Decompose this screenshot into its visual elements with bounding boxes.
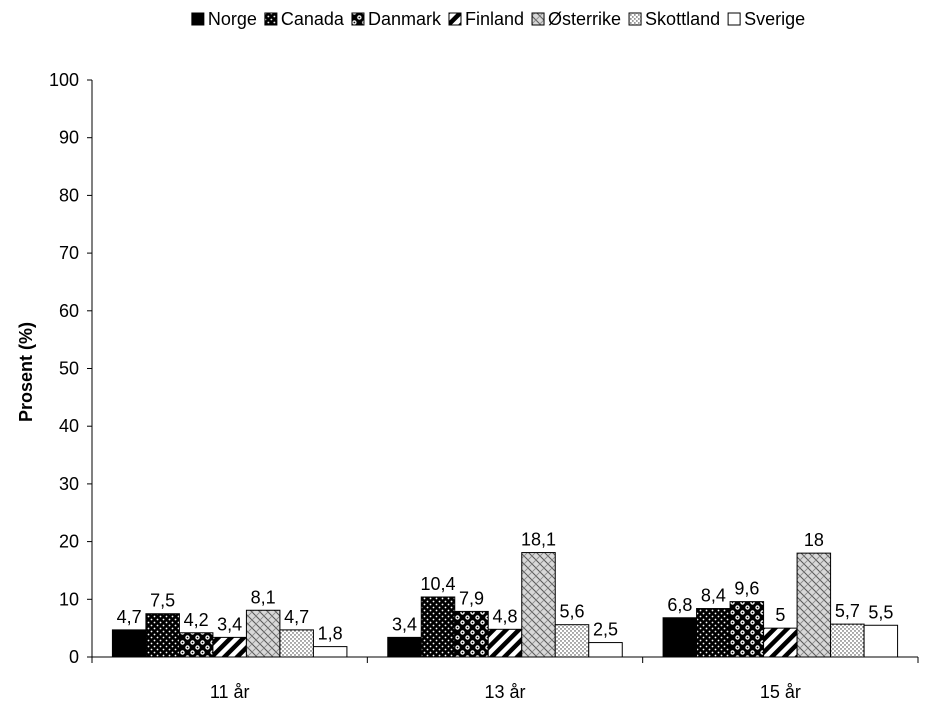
bar-skottland-2 bbox=[554, 624, 590, 658]
data-label: 7,9 bbox=[459, 588, 484, 608]
y-tick-label: 20 bbox=[59, 532, 79, 552]
data-label: 3,4 bbox=[392, 614, 417, 634]
legend-swatch bbox=[531, 12, 545, 26]
legend-label: Finland bbox=[465, 9, 524, 29]
legend-label: Canada bbox=[281, 9, 345, 29]
x-axis: 11 år 13 år 15 år bbox=[91, 656, 919, 702]
data-label: 4,7 bbox=[284, 607, 309, 627]
bar-danmark-2 bbox=[454, 610, 489, 658]
bar-sverige-2 bbox=[588, 642, 623, 658]
bar-danmark-1 bbox=[178, 632, 214, 658]
data-label: 6,8 bbox=[667, 595, 692, 615]
y-tick-label: 30 bbox=[59, 474, 79, 494]
bar-danmark-3 bbox=[729, 601, 765, 658]
bar--sterrike-2 bbox=[521, 552, 556, 658]
bar-skottland-1 bbox=[279, 629, 314, 658]
data-label: 9,6 bbox=[734, 579, 759, 599]
y-tick-label: 40 bbox=[59, 416, 79, 436]
data-label: 5,7 bbox=[835, 601, 860, 621]
data-label: 4,7 bbox=[117, 607, 142, 627]
y-axis-title: Prosent (%) bbox=[16, 322, 36, 422]
data-label: 1,8 bbox=[318, 624, 343, 644]
bar--sterrike-1 bbox=[245, 609, 281, 658]
y-axis: 0 10 20 30 40 50 60 70 80 90 100 bbox=[49, 70, 93, 667]
data-label: 5,5 bbox=[868, 602, 893, 622]
y-tick-label: 100 bbox=[49, 70, 79, 90]
legend-swatch bbox=[628, 12, 642, 26]
y-tick-label: 70 bbox=[59, 243, 79, 263]
bar-canada-1 bbox=[145, 613, 180, 658]
data-label: 18 bbox=[804, 530, 824, 550]
data-label: 5 bbox=[775, 605, 785, 625]
bar-finland-3 bbox=[763, 627, 798, 658]
y-tick-label: 80 bbox=[59, 185, 79, 205]
legend: Norge Canada Danmark Finland Østerrike Skottl… bbox=[191, 9, 805, 29]
y-tick-label: 10 bbox=[59, 589, 79, 609]
legend-label: Danmark bbox=[368, 9, 442, 29]
bar-finland-2 bbox=[487, 628, 523, 658]
x-tick-label: 13 år bbox=[484, 682, 525, 702]
y-tick-label: 90 bbox=[59, 128, 79, 148]
legend-swatch bbox=[351, 12, 365, 26]
legend-swatch bbox=[448, 12, 462, 26]
y-tick-label: 60 bbox=[59, 301, 79, 321]
data-label: 10,4 bbox=[420, 574, 455, 594]
bar-canada-3 bbox=[696, 608, 731, 658]
x-tick-label: 15 år bbox=[760, 682, 801, 702]
legend-label: Skottland bbox=[645, 9, 720, 29]
x-tick-label: 11 år bbox=[210, 682, 250, 702]
bar-norge-2 bbox=[387, 636, 422, 658]
bar-norge-3 bbox=[662, 617, 698, 658]
legend-label: Sverige bbox=[744, 9, 805, 29]
bar-norge-1 bbox=[111, 629, 147, 658]
y-tick-label: 50 bbox=[59, 359, 79, 379]
legend-label: Norge bbox=[208, 9, 257, 29]
legend-swatch bbox=[264, 12, 278, 26]
data-label: 8,1 bbox=[251, 587, 276, 607]
data-label: 18,1 bbox=[521, 530, 556, 550]
data-label: 3,4 bbox=[217, 614, 242, 634]
legend-swatch bbox=[727, 12, 741, 26]
bar--sterrike-3 bbox=[796, 552, 832, 658]
legend-label: Østerrike bbox=[548, 9, 621, 29]
bar-sverige-1 bbox=[312, 646, 348, 658]
bars bbox=[111, 552, 899, 658]
legend-swatch bbox=[191, 12, 205, 26]
bar-skottland-3 bbox=[830, 623, 865, 658]
bar-finland-1 bbox=[212, 636, 247, 658]
data-label: 4,8 bbox=[492, 606, 517, 626]
data-labels: 4,7 3,4 6,8 7,5 10,4 8,4 4,2 7,9 9,6 3,4 4,8 5 8,1 18… bbox=[117, 530, 894, 644]
data-label: 5,6 bbox=[559, 602, 584, 622]
y-tick-label: 0 bbox=[69, 647, 79, 667]
data-label: 8,4 bbox=[701, 586, 726, 606]
data-label: 7,5 bbox=[150, 591, 175, 611]
data-label: 2,5 bbox=[593, 620, 618, 640]
bar-sverige-3 bbox=[863, 624, 899, 658]
bar-canada-2 bbox=[420, 596, 456, 658]
data-label: 4,2 bbox=[184, 610, 209, 630]
